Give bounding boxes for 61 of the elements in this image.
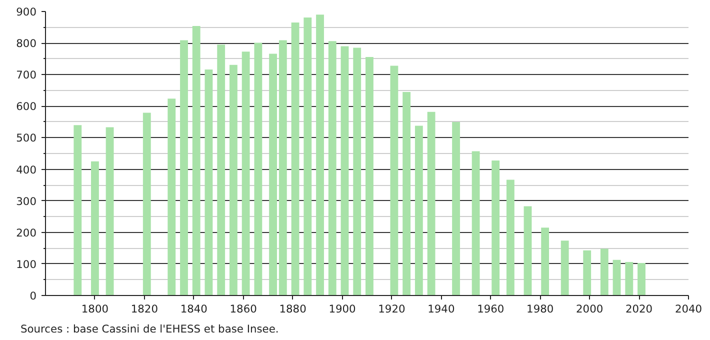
bar (91, 161, 99, 296)
x-tick-label: 2020 (625, 302, 653, 316)
source-note: Sources : base Cassini de l'EHESS et base Insee. (20, 322, 279, 336)
x-tick-label: 1900 (328, 302, 356, 316)
bar (328, 41, 336, 296)
bar (541, 228, 550, 296)
y-tick-label: 0 (30, 290, 37, 302)
bar (142, 112, 151, 296)
bar (74, 125, 82, 296)
x-tick-label: 1860 (230, 302, 258, 316)
bar (366, 56, 374, 296)
x-tick-label: 1820 (130, 302, 158, 316)
x-tick-label: 1980 (526, 302, 554, 316)
bar (600, 248, 608, 296)
x-tick-label: 1840 (180, 302, 208, 316)
y-tick-label: 500 (16, 132, 37, 145)
x-tick-label: 1880 (279, 302, 307, 316)
bar (452, 122, 460, 296)
bar (106, 127, 114, 296)
bar (427, 112, 436, 296)
x-tick-label: 2000 (576, 302, 604, 316)
bar (472, 151, 480, 296)
y-tick-label: 100 (16, 258, 37, 271)
bar (492, 160, 500, 296)
bar (583, 250, 592, 296)
bar (353, 48, 362, 296)
bar (390, 66, 398, 296)
bar (204, 70, 213, 296)
y-tick-label: 700 (16, 68, 37, 82)
bar (560, 240, 569, 296)
bar (254, 42, 262, 296)
x-tick-label: 1940 (428, 302, 455, 316)
bar (340, 46, 349, 296)
x-tick-label: 1960 (477, 302, 504, 316)
bar (269, 54, 277, 296)
y-tick-label: 300 (16, 194, 37, 208)
y-tick-label: 900 (16, 6, 37, 18)
x-tick-label: 1920 (378, 302, 406, 316)
bar (304, 17, 312, 296)
bar (524, 206, 532, 296)
y-tick-label: 200 (16, 226, 37, 240)
bar (192, 26, 200, 296)
bar (229, 64, 238, 296)
bar (414, 126, 423, 296)
bar (612, 260, 621, 296)
bar (168, 98, 176, 296)
bar (217, 44, 226, 296)
y-tick-label: 400 (16, 163, 37, 176)
bar (180, 40, 188, 296)
bar (242, 52, 250, 296)
y-tick-label: 800 (16, 37, 37, 50)
bar (625, 262, 634, 296)
bar (402, 92, 411, 296)
bar (638, 263, 646, 296)
x-tick-label: 1800 (81, 302, 109, 316)
bar (316, 14, 324, 296)
bar (291, 22, 300, 296)
x-tick-label: 2040 (674, 302, 702, 316)
bar (506, 180, 514, 296)
bar (278, 40, 287, 296)
y-tick-label: 600 (16, 100, 37, 114)
